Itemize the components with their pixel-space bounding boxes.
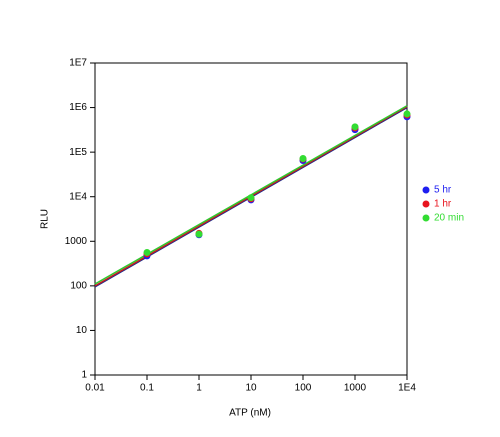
x-tick-label: 1000	[344, 383, 367, 394]
data-point	[143, 249, 151, 257]
x-tick-label: 0.1	[140, 383, 154, 394]
x-tick-label: 10	[245, 383, 257, 394]
data-point	[247, 194, 255, 202]
y-tick-label: 100	[70, 280, 87, 291]
y-tick-label: 10	[76, 325, 88, 336]
legend-label: 1 hr	[434, 199, 452, 210]
legend-marker	[422, 186, 430, 194]
x-tick-label: 1	[196, 383, 202, 394]
legend-marker	[422, 200, 430, 208]
legend-label: 20 min	[434, 213, 464, 224]
data-point	[195, 230, 203, 238]
x-tick-label: 100	[295, 383, 312, 394]
x-axis-label: ATP (nM)	[229, 408, 271, 419]
data-point	[403, 110, 411, 118]
x-tick-label: 0.01	[85, 383, 105, 394]
y-tick-label: 1	[81, 370, 87, 381]
y-tick-label: 1E7	[69, 58, 87, 69]
y-tick-label: 1000	[65, 236, 88, 247]
x-tick-label: 1E4	[398, 383, 416, 394]
legend-label: 5 hr	[434, 185, 452, 196]
legend-marker	[422, 214, 430, 222]
y-axis-label: RLU	[40, 209, 51, 229]
plot-frame	[94, 62, 408, 376]
y-tick-label: 1E5	[69, 147, 87, 158]
y-tick-label: 1E4	[69, 191, 87, 202]
data-point	[351, 123, 359, 131]
y-tick-label: 1E6	[69, 102, 87, 113]
data-point	[299, 155, 307, 163]
